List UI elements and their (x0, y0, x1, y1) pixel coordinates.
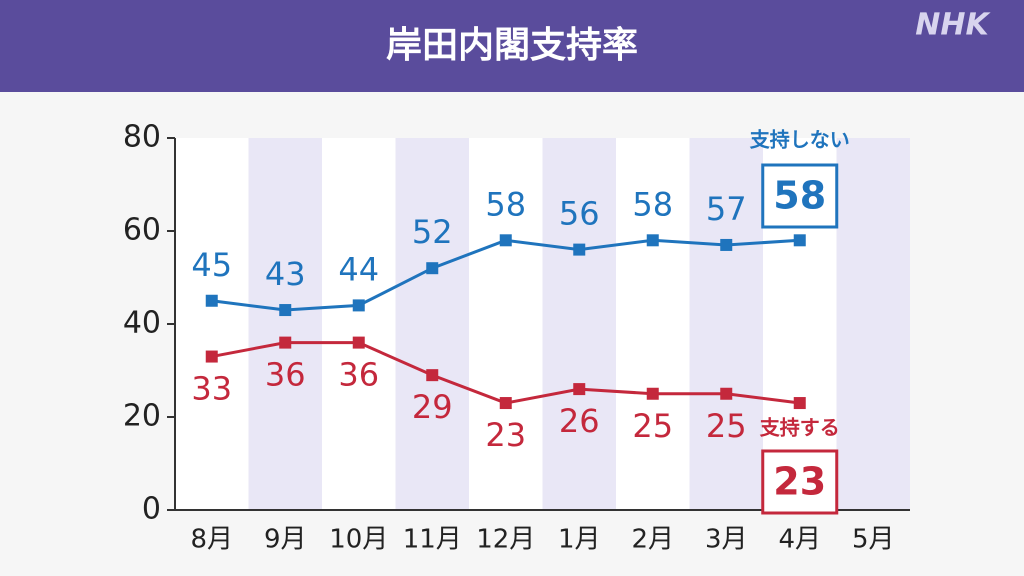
point (279, 336, 292, 349)
data-label: 33 (191, 370, 232, 408)
data-label: 52 (412, 213, 453, 251)
x-tick-label: 9月 (264, 525, 307, 555)
band-shade (248, 138, 322, 510)
legend-label: 支持しない (750, 128, 850, 152)
x-tick-label: 10月 (329, 525, 388, 555)
y-tick-label: 40 (123, 306, 161, 341)
point (499, 397, 512, 410)
data-label: 23 (485, 416, 526, 454)
logo: NHK (915, 8, 991, 43)
data-label: 36 (265, 356, 306, 394)
point (793, 234, 806, 247)
data-label: 25 (632, 407, 673, 445)
x-tick-label: 4月 (778, 525, 821, 555)
label-box (761, 163, 839, 229)
data-label: 25 (706, 407, 747, 445)
data-label: 43 (265, 255, 306, 293)
point (646, 387, 659, 400)
point (646, 234, 659, 247)
y-tick-label: 0 (142, 492, 161, 527)
x-tick-label: 5月 (852, 525, 895, 555)
x-tick-label: 11月 (403, 525, 462, 555)
point (205, 294, 218, 307)
data-label: 58 (632, 185, 673, 223)
band-shade (542, 138, 616, 510)
x-tick-label: 3月 (705, 525, 748, 555)
data-label: 26 (559, 402, 600, 440)
data-label: 44 (338, 250, 379, 288)
band-shade (395, 138, 469, 510)
data-label: 45 (191, 246, 232, 284)
y-tick-label: 20 (123, 399, 161, 434)
legend-label: 支持する (760, 416, 840, 440)
x-tick-label: 8月 (190, 525, 233, 555)
data-label: 29 (412, 388, 453, 426)
point (426, 369, 439, 382)
x-tick-label: 2月 (631, 525, 674, 555)
data-label: 23 (773, 460, 826, 504)
title-bar (0, 0, 1024, 92)
point (573, 383, 586, 396)
y-tick-label: 80 (123, 120, 161, 155)
band-shade (836, 138, 910, 510)
point (793, 397, 806, 410)
point (499, 234, 512, 247)
point (279, 304, 292, 317)
x-tick-label: 1月 (558, 525, 601, 555)
data-label: 58 (773, 174, 826, 218)
point (720, 238, 733, 251)
point (205, 350, 218, 363)
data-label: 57 (706, 190, 747, 228)
point (720, 387, 733, 400)
point (352, 336, 365, 349)
point (573, 243, 586, 256)
chart-title: 岸田内閣支持率 (386, 25, 638, 66)
data-label: 56 (559, 195, 600, 233)
data-label: 58 (485, 185, 526, 223)
label-box (761, 449, 839, 515)
data-label: 36 (338, 356, 379, 394)
y-tick-label: 60 (123, 213, 161, 248)
point (352, 299, 365, 312)
band-shade (689, 138, 763, 510)
x-tick-label: 12月 (476, 525, 535, 555)
point (426, 262, 439, 275)
